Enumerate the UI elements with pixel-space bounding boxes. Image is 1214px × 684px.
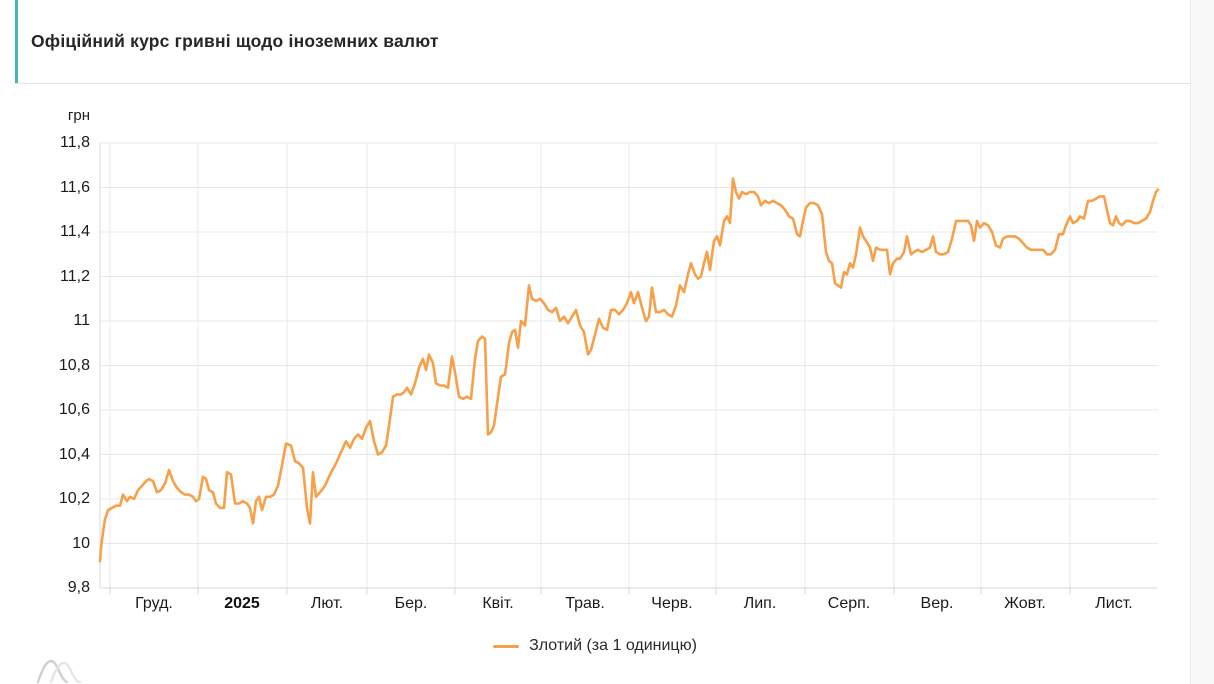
amcharts-watermark-icon [36,659,82,684]
chart-plot[interactable] [0,84,1190,684]
page-right-gutter [1190,0,1214,684]
exchange-rate-chart: грн 9,8 10 10,2 10,4 10,6 10,8 11 11,2 11,4 11,6 1… [0,84,1190,684]
legend-line-marker [493,644,520,648]
title-accent-bar [15,0,18,83]
rate-line[interactable] [98,177,1160,563]
legend-item-zloty[interactable]: Злотий (за 1 одиницю) [493,637,697,655]
page-title: Офіційний курс гривні щодо іноземних вал… [31,31,439,51]
y-axis-unit-label: грн [67,107,90,124]
title-bar: Офіційний курс гривні щодо іноземних вал… [15,0,1190,84]
legend-label: Злотий (за 1 одиницю) [529,637,697,654]
chart-legend: Злотий (за 1 одиницю) [0,637,1190,655]
